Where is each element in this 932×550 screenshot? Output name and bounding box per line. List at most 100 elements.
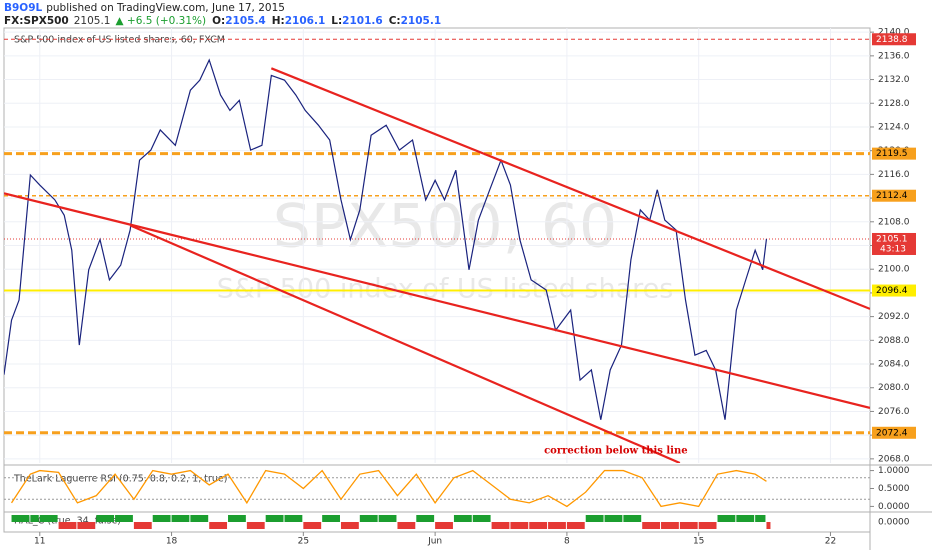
ohlc-value: 2105.4 xyxy=(225,15,266,27)
ohlc-label: O: xyxy=(212,15,225,27)
ohlc-value: 2106.1 xyxy=(285,15,326,27)
hal-bar xyxy=(529,522,548,529)
rsi-tick-label: 0.0000 xyxy=(878,502,910,512)
hal-bar xyxy=(96,515,115,522)
rsi-line xyxy=(10,469,767,508)
y-tick-label: 2100.0 xyxy=(878,265,910,275)
level-label: 2138.8 xyxy=(876,35,908,45)
trend-line xyxy=(129,224,681,463)
x-tick-label: 22 xyxy=(825,537,836,547)
ohlc-value: 2101.6 xyxy=(342,15,383,27)
rsi-tick-label: 0.5000 xyxy=(878,484,910,494)
y-tick-label: 2092.0 xyxy=(878,312,910,322)
current-badge xyxy=(872,232,916,255)
hal-bar xyxy=(322,515,340,522)
hal-bar xyxy=(755,515,766,522)
y-tick-label: 2124.0 xyxy=(878,122,910,132)
y-tick-label: 2140.0 xyxy=(878,28,910,38)
hal-bar xyxy=(453,515,472,522)
hal-bar xyxy=(228,515,246,522)
hal-bar xyxy=(209,522,228,529)
hal-bar xyxy=(416,515,435,522)
hal-bar xyxy=(623,515,642,522)
y-tick-label: 2080.0 xyxy=(878,383,910,393)
hal-bar xyxy=(246,522,265,529)
hal-tick-label: 0.0000 xyxy=(878,518,910,528)
current-timer: 43:13 xyxy=(880,244,906,254)
y-tick-label: 2116.0 xyxy=(878,170,910,180)
rsi-title: TheLark Laguerre RSI (0.75, 0.8, 0.2, 1,… xyxy=(13,474,227,485)
hal-bar xyxy=(585,515,604,522)
hal-bar xyxy=(642,522,661,529)
y-tick-label: 2084.0 xyxy=(878,360,910,370)
x-tick-label: 15 xyxy=(693,537,704,547)
level-label: 2119.5 xyxy=(876,149,908,159)
change: ▲ +6.5 (+0.31%) xyxy=(116,15,207,27)
x-tick-label: 25 xyxy=(298,537,309,547)
header-line1: B9O9L published on TradingView.com, June … xyxy=(4,2,285,14)
x-tick-label: 18 xyxy=(166,537,178,547)
level-label: 2072.4 xyxy=(876,428,908,438)
hal-bar xyxy=(115,515,133,522)
hal-bar xyxy=(397,522,416,529)
hal-bar xyxy=(661,522,679,529)
hal-bar xyxy=(491,522,510,529)
hal-bar xyxy=(30,515,39,522)
rsi-tick-label: 1.0000 xyxy=(878,466,910,476)
hal-title: HAL_C (true, 34, false) xyxy=(14,516,121,527)
hal-bar xyxy=(766,522,771,529)
hal-bar xyxy=(58,522,77,529)
hal-bar xyxy=(39,515,58,522)
hal-bar xyxy=(604,515,623,522)
watermark-sub: S&P 500 index of US listed shares xyxy=(217,274,674,305)
hal-bar xyxy=(472,515,491,522)
hal-bar xyxy=(378,515,397,522)
author: B9O9L xyxy=(4,2,43,14)
level-badge xyxy=(872,189,916,202)
level-badge xyxy=(872,33,916,46)
pane-title: S&P 500 index of US listed shares, 60, F… xyxy=(14,35,225,46)
y-tick-label: 2136.0 xyxy=(878,51,910,61)
hal-bar xyxy=(510,522,529,529)
trend-line xyxy=(270,67,870,310)
y-tick-label: 2068.0 xyxy=(878,454,910,464)
hal-bar xyxy=(736,515,755,522)
level-badge xyxy=(872,284,916,297)
hal-bar xyxy=(133,522,152,529)
hal-bar xyxy=(152,515,171,522)
y-tick-label: 2132.0 xyxy=(878,75,910,85)
last: 2105.1 xyxy=(74,15,111,27)
hal-bar xyxy=(548,522,566,529)
hal-bar xyxy=(359,515,378,522)
price-line xyxy=(4,58,768,420)
hal-bar xyxy=(679,522,698,529)
level-label: 2112.4 xyxy=(876,191,908,201)
x-tick-label: 11 xyxy=(34,537,45,547)
current-label: 2105.1 xyxy=(876,234,908,244)
y-tick-label: 2076.0 xyxy=(878,407,910,417)
hal-bar xyxy=(340,522,359,529)
hal-bar xyxy=(717,515,736,522)
ohlc-value: 2105.1 xyxy=(401,15,442,27)
level-badge xyxy=(872,426,916,439)
published: published on TradingView.com, June 17, 2… xyxy=(46,2,285,14)
trend-line xyxy=(4,192,870,409)
level-badge xyxy=(872,147,916,160)
y-tick-label: 2108.0 xyxy=(878,217,910,227)
y-tick-label: 2088.0 xyxy=(878,336,910,346)
hal-bar xyxy=(303,522,322,529)
symbol: FX:SPX500 xyxy=(4,15,69,27)
ohlc-label: L: xyxy=(331,15,342,27)
hal-bar xyxy=(566,522,585,529)
y-tick-label: 2128.0 xyxy=(878,99,910,109)
hal-bar xyxy=(77,522,96,529)
x-tick-label: Jun xyxy=(427,537,442,547)
hal-bar xyxy=(265,515,284,522)
hal-bar xyxy=(435,522,453,529)
hal-bar xyxy=(698,522,717,529)
hal-bar xyxy=(190,515,209,522)
annotation: correction below this line xyxy=(544,446,688,457)
x-tick-label: 8 xyxy=(564,537,570,547)
